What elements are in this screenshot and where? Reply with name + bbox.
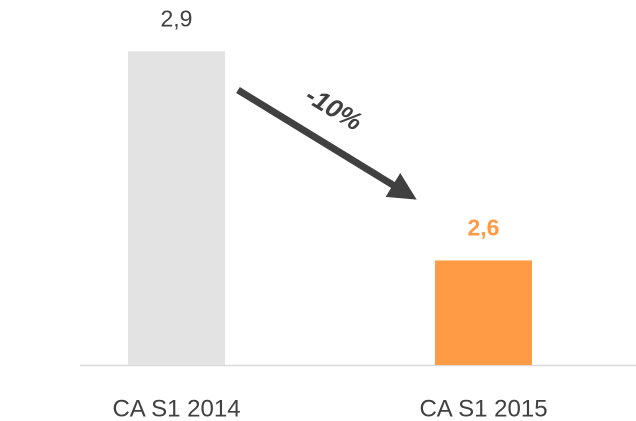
x-tick-label: CA S1 2014 (112, 395, 240, 421)
annotation: -10% (300, 80, 367, 137)
value-label: 2,6 (468, 215, 500, 241)
bar (128, 51, 225, 365)
x-tick-label: CA S1 2015 (419, 395, 547, 421)
bar (435, 260, 532, 365)
value-label: 2,9 (161, 5, 193, 31)
trend-arrow (236, 87, 417, 200)
